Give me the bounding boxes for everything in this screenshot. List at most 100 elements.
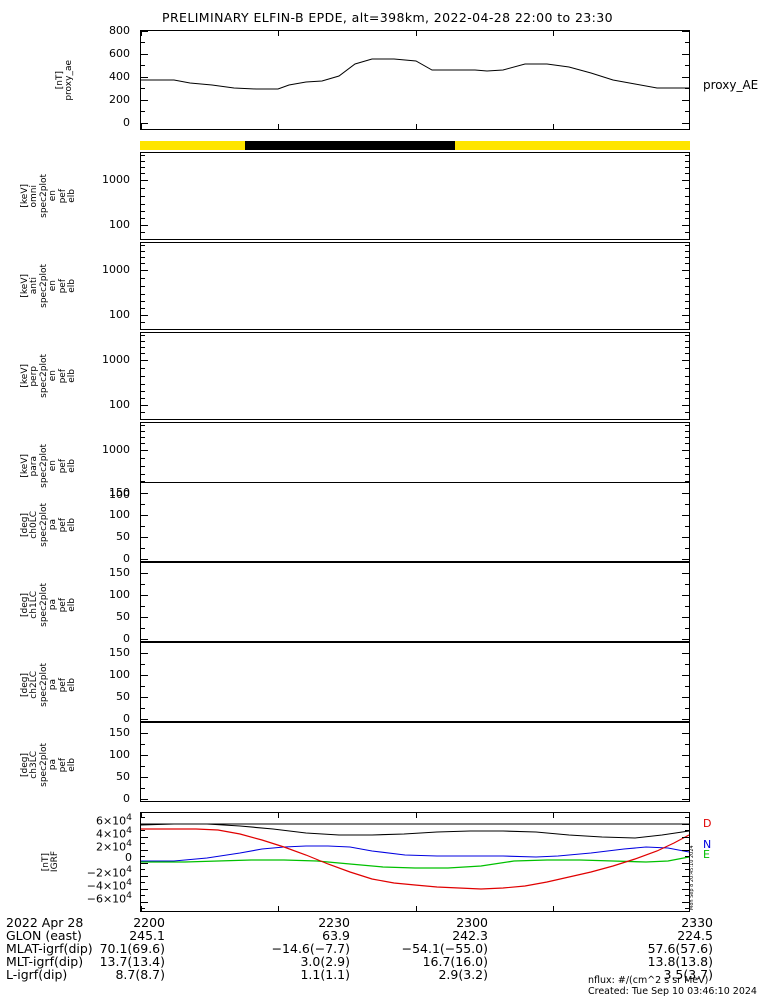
pa-ch3lc-l1: pef [57,757,68,773]
panel-en-perp[interactable] [140,332,690,420]
pa-ch3lc-l3: spec2plot [38,743,49,787]
table-date-label: 2022 Apr 28 [6,915,84,930]
ytick-100: 100 [109,748,130,761]
ytick-6e4: 6×104 [95,812,132,828]
row-label-l: L-igrf(dip) [6,967,68,982]
pa-ch2lc-l5: [deg] [19,673,30,697]
proxy-ae-trace [141,58,689,90]
ytick-labels-proxy-ae: 800 600 400 200 0 [78,24,134,136]
panel-igrf[interactable] [140,812,690,912]
pa-ch0lc-l5: [deg] [19,513,30,537]
pa-ch0lc-l1: pef [57,517,68,533]
col-mlt-2200: 13.7(13.4) [99,954,165,969]
ytick-labels-en-anti: 1000 100 [78,242,134,330]
igrf-trace-red [141,828,689,890]
pa-ch3lc-l4: ch3LC [29,751,39,779]
pa-ch2lc-l3: spec2plot [38,663,49,707]
bottom-table: 2022 Apr 28 GLON (east) MLAT-igrf(dip) M… [6,916,769,986]
axis-label-pa-ch1lc: elb pef pa spec2plot ch1LC [deg] [20,567,78,643]
ytick-labels-en-omni: 1000 100 [78,152,134,240]
pa-ch1lc-l0: elb [67,598,77,612]
ytick-100: 100 [109,398,130,411]
panel-pa-ch3lc[interactable] [140,722,690,802]
ytick-800: 800 [109,24,130,37]
ytick-100: 100 [109,508,130,521]
col-glon-2200: 245.1 [129,928,165,943]
en-anti-l3: spec2plot [38,264,49,308]
en-para-l0: elb [67,459,77,473]
footer-created: Created: Tue Sep 10 03:46:10 2024 [588,986,757,997]
ytick-150: 150 [109,566,130,579]
axis-label-en-omni: elb pef en spec2plot omni [keV] [20,152,78,240]
pa-ch1lc-l5: [deg] [19,593,30,617]
en-para-l1: pef [57,458,68,474]
pa-ch3lc-l2: pa [48,759,58,771]
col-mlt-2300: 16.7(16.0) [422,954,488,969]
ytick-100: 100 [109,488,130,501]
ytick-50: 50 [116,610,130,623]
col-mlt-2330: 13.8(13.8) [647,954,713,969]
igrf-trace-green [141,856,689,869]
col-time-2330: 2330 [681,915,713,930]
en-perp-l5: [keV] [19,364,30,388]
status-bar[interactable] [140,141,690,150]
col-time-2300: 2300 [456,915,488,930]
en-para-l3: spec2plot [38,444,49,488]
ytick-labels-pa-ch2lc: 150 100 50 0 [78,646,134,731]
ytick-m4e4: −4×104 [86,877,132,893]
legend-item-d: D [703,817,712,830]
ytick-m2e4: −2×104 [86,864,132,880]
col-l-2300: 2.9(3.2) [438,967,488,982]
axis-label-igrf: IGRF [nT] [38,812,64,912]
footer-units: nflux: #/(cm^2 s sr MeV) [588,975,709,986]
col-mlat-2330: 57.6(57.6) [647,941,713,956]
pa-ch3lc-l0: elb [67,758,77,772]
igrf-trace-blue [141,845,689,862]
axis-label-proxy-ae: proxy_ae [nT] [52,30,78,130]
ytick-0: 0 [123,116,130,129]
en-para-l5: [keV] [19,454,30,478]
en-perp-l2: en [48,370,58,382]
pa-ch3lc-l5: [deg] [19,753,30,777]
axis-label-pa-ch2lc: elb pef pa spec2plot ch2LC [deg] [20,647,78,723]
col-time-2230: 2230 [318,915,350,930]
legend-item-e: E [703,848,710,861]
panel-pa-ch2lc[interactable] [140,642,690,722]
ytick-100: 100 [109,308,130,321]
pa-ch1lc-l3: spec2plot [38,583,49,627]
ytick-labels-igrf: 6×104 4×104 2×104 0 −2×104 −4×104 −6×104 [62,806,136,914]
page-title: PRELIMINARY ELFIN-B EPDE, alt=398km, 202… [162,10,613,25]
en-para-l4: para [29,455,39,477]
col-l-2330: 3.5(3.7) [663,967,713,982]
col-mlt-2230: 3.0(2.9) [300,954,350,969]
legend-item-n: N [703,838,712,851]
exp-sup: 4 [126,812,132,823]
ytick-labels-en-perp: 1000 100 [78,332,134,420]
ytick-100: 100 [109,668,130,681]
en-perp-l0: elb [67,369,77,383]
col-l-2200: 8.7(8.7) [115,967,165,982]
proxy-ae-series-label: proxy_AE [703,78,759,92]
status-bar-black-segment [245,141,456,150]
col-glon-2300: 242.3 [452,928,488,943]
panel-pa-ch1lc[interactable] [140,562,690,642]
pa-ch2lc-l2: pa [48,679,58,691]
ytick-1000: 1000 [102,353,130,366]
panel-en-anti[interactable] [140,242,690,330]
en-perp-l3: spec2plot [38,354,49,398]
ytick-4e4: 4×104 [95,825,132,841]
ytick-50: 50 [116,770,130,783]
ytick-1000: 1000 [102,263,130,276]
ytick-150: 150 [109,486,130,499]
igrf-trace-black [141,823,689,839]
ytick-100: 100 [109,218,130,231]
en-omni-l1: pef [57,188,68,204]
panel-proxy-ae[interactable] [140,30,690,130]
ytick-200: 200 [109,93,130,106]
igrf-legend: D N E [703,818,711,861]
panel-pa-ch0lc[interactable] [140,482,690,562]
col-mlat-2200: 70.1(69.6) [99,941,165,956]
panel-en-omni[interactable] [140,152,690,240]
pa-ch0lc-l2: pa [48,519,58,531]
ytick-labels-pa-ch3lc: 150 100 50 0 [78,726,134,811]
